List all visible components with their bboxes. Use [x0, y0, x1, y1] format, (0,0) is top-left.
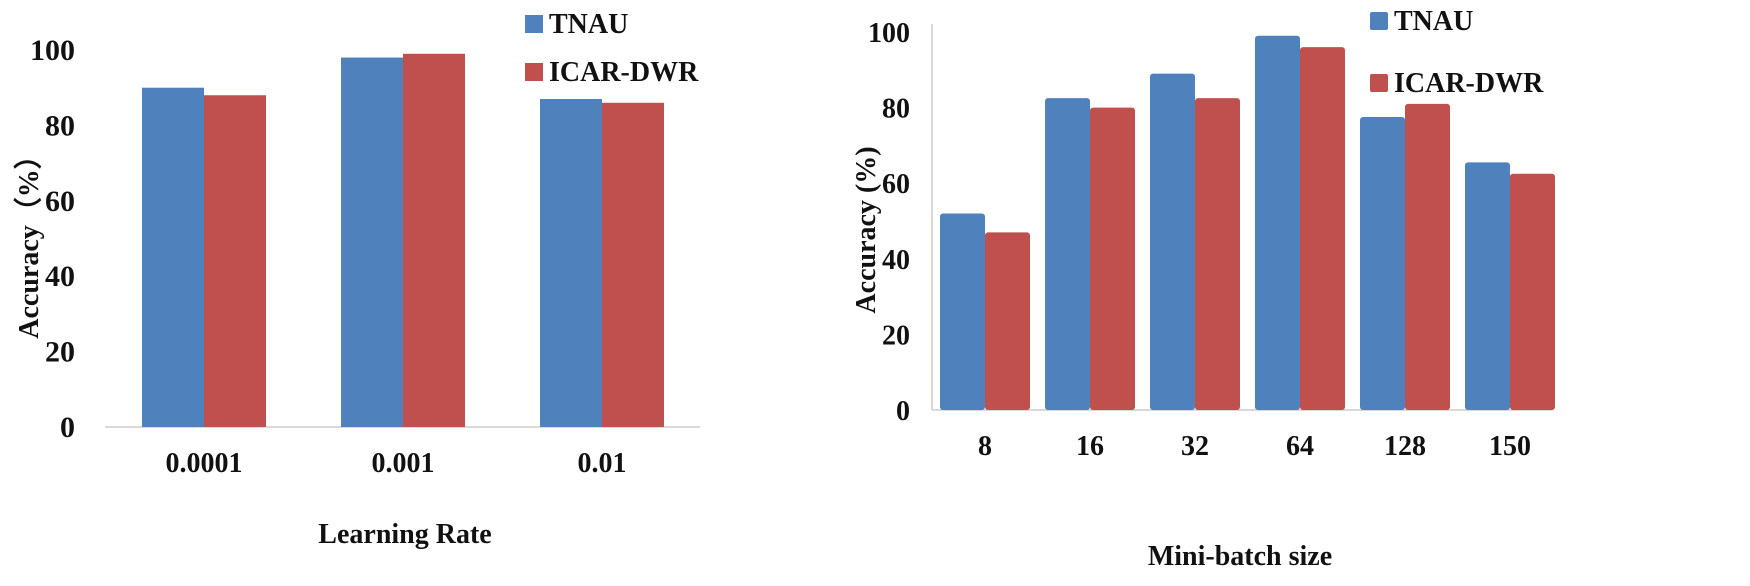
y-tick-label: 80 — [882, 94, 910, 125]
y-tick-label: 60 — [882, 169, 910, 200]
y-tick-label: 60 — [45, 185, 75, 218]
bar-tnau-0.0001 — [142, 87, 204, 427]
bar-icar-dwr-150 — [1510, 173, 1555, 410]
y-tick-label: 20 — [882, 320, 910, 351]
bar-icar-dwr-0.001 — [403, 53, 465, 428]
bar-icar-dwr-128 — [1405, 103, 1450, 410]
legend-swatch — [525, 15, 543, 33]
chart-1: 0 20 40 60 80 100 0.0001 0.001 0.01 Learning Rate… — [12, 9, 700, 550]
x-axis-label: Mini-batch size — [1148, 541, 1332, 572]
x-axis-label: Learning Rate — [318, 519, 491, 550]
x-tick-label: 150 — [1489, 431, 1531, 462]
legend: TNAU ICAR-DWR — [525, 9, 699, 88]
legend-label: TNAU — [1394, 6, 1473, 37]
x-tick-label: 16 — [1076, 431, 1104, 462]
bar-tnau-16 — [1045, 98, 1090, 411]
x-tick-label: 8 — [978, 431, 992, 462]
x-tick-label: 0.0001 — [166, 448, 243, 479]
legend-swatch — [525, 63, 543, 81]
legend-label: ICAR-DWR — [549, 57, 699, 88]
chart-2: 0 20 40 60 80 100 8 16 32 64 128 150 Mini-batch size… — [851, 6, 1555, 572]
bar-tnau-0.001 — [341, 57, 403, 427]
bar-tnau-32 — [1150, 73, 1195, 410]
legend-label: TNAU — [549, 9, 628, 40]
bar-tnau-128 — [1360, 117, 1405, 411]
bar-icar-dwr-8 — [985, 232, 1030, 410]
x-tick-label: 32 — [1181, 431, 1209, 462]
bar-tnau-64 — [1255, 35, 1300, 410]
legend: TNAU ICAR-DWR — [1370, 6, 1544, 99]
bar-tnau-0.01 — [540, 99, 602, 427]
y-tick-label: 40 — [882, 245, 910, 276]
bar-icar-dwr-0.0001 — [204, 95, 266, 428]
bar-icar-dwr-0.01 — [602, 102, 664, 427]
x-tick-label: 128 — [1384, 431, 1426, 462]
bar-icar-dwr-32 — [1195, 98, 1240, 411]
bar-tnau-8 — [940, 213, 985, 410]
y-tick-label: 100 — [868, 18, 910, 49]
y-tick-label: 0 — [60, 411, 75, 444]
legend-swatch — [1370, 12, 1388, 30]
bar-icar-dwr-16 — [1090, 107, 1135, 410]
x-tick-label: 0.01 — [578, 448, 627, 479]
legend-swatch — [1370, 74, 1388, 92]
bar-icar-dwr-64 — [1300, 47, 1345, 411]
y-tick-label: 0 — [896, 396, 910, 427]
y-tick-label: 40 — [45, 260, 75, 293]
y-tick-label: 80 — [45, 109, 75, 142]
legend-label: ICAR-DWR — [1394, 68, 1544, 99]
y-axis-label: Accuracy (%) — [851, 146, 882, 313]
bar-tnau-150 — [1465, 162, 1510, 410]
y-tick-label: 20 — [45, 336, 75, 369]
x-tick-label: 64 — [1286, 431, 1314, 462]
x-tick-label: 0.001 — [372, 448, 435, 479]
y-tick-label: 100 — [30, 34, 75, 67]
y-axis-label: Accuracy（%） — [12, 141, 45, 339]
